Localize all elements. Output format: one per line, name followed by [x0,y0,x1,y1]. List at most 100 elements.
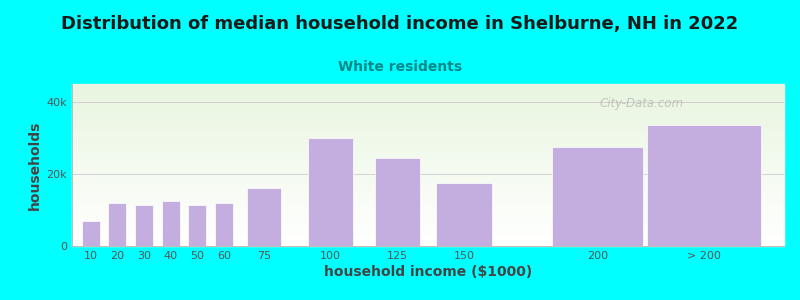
Bar [72,87,784,88]
Bar [72,197,784,198]
Bar [72,163,784,164]
Bar [72,224,784,225]
Bar [72,102,784,103]
Bar [72,177,784,178]
Bar [72,151,784,152]
Bar [72,239,784,240]
Bar [72,88,784,89]
Bar [72,91,784,92]
Bar [72,162,784,163]
Bar [72,192,784,193]
Bar [72,187,784,188]
Bar [72,243,784,244]
Bar [72,181,784,182]
Bar [72,191,784,192]
Bar [72,101,784,102]
Bar [72,100,784,101]
Bar [215,203,233,246]
Bar [72,165,784,166]
Bar [72,205,784,206]
Bar [72,146,784,147]
Bar [72,238,784,239]
Bar [72,184,784,185]
Bar [72,179,784,180]
Bar [72,113,784,114]
Bar [72,131,784,132]
Bar [188,205,206,246]
Bar [72,233,784,234]
Bar [72,140,784,141]
Bar [72,208,784,209]
Bar [72,183,784,184]
Bar [72,108,784,109]
Bar [72,93,784,94]
Bar [72,98,784,99]
Bar [72,153,784,154]
Bar [72,86,784,87]
Bar [72,211,784,212]
Bar [72,178,784,179]
Bar [72,121,784,122]
Bar [72,164,784,165]
Bar [72,107,784,108]
Bar [72,111,784,112]
Bar [72,172,784,173]
Bar [72,123,784,124]
Bar [72,155,784,156]
Bar [72,182,784,183]
Bar [72,221,784,222]
Bar [72,138,784,139]
Bar [72,186,784,187]
Bar [72,127,784,128]
Bar [162,201,180,246]
Bar [72,90,784,91]
Bar [72,122,784,123]
Bar [72,158,784,159]
Bar [72,213,784,214]
Bar [72,204,784,205]
Bar [72,116,784,117]
Bar [72,129,784,130]
Bar [72,196,784,197]
Bar [72,198,784,199]
Bar [247,188,281,246]
Bar [72,142,784,143]
Bar [72,94,784,95]
Bar [72,173,784,174]
Bar [72,135,784,136]
Bar [72,141,784,142]
Bar [72,120,784,121]
Text: Distribution of median household income in Shelburne, NH in 2022: Distribution of median household income … [62,15,738,33]
Text: City-Data.com: City-Data.com [599,97,684,110]
Bar [72,175,784,176]
Bar [72,242,784,243]
Bar [72,236,784,237]
Bar [72,216,784,217]
Bar [72,112,784,113]
Bar [72,220,784,221]
Bar [72,154,784,155]
Bar [72,105,784,106]
Bar [72,147,784,148]
Bar [72,203,784,204]
Bar [72,227,784,228]
Bar [72,188,784,189]
Bar [72,214,784,215]
Bar [72,225,784,226]
Bar [72,200,784,201]
Bar [552,147,642,246]
Bar [72,222,784,223]
Bar [72,119,784,120]
Bar [72,133,784,134]
Bar [72,193,784,194]
Bar [308,138,354,246]
Bar [72,207,784,208]
Bar [72,114,784,115]
Bar [72,95,784,96]
Bar [72,124,784,125]
Bar [108,203,126,246]
Bar [72,199,784,200]
Bar [72,215,784,216]
Bar [72,143,784,144]
Bar [72,161,784,162]
